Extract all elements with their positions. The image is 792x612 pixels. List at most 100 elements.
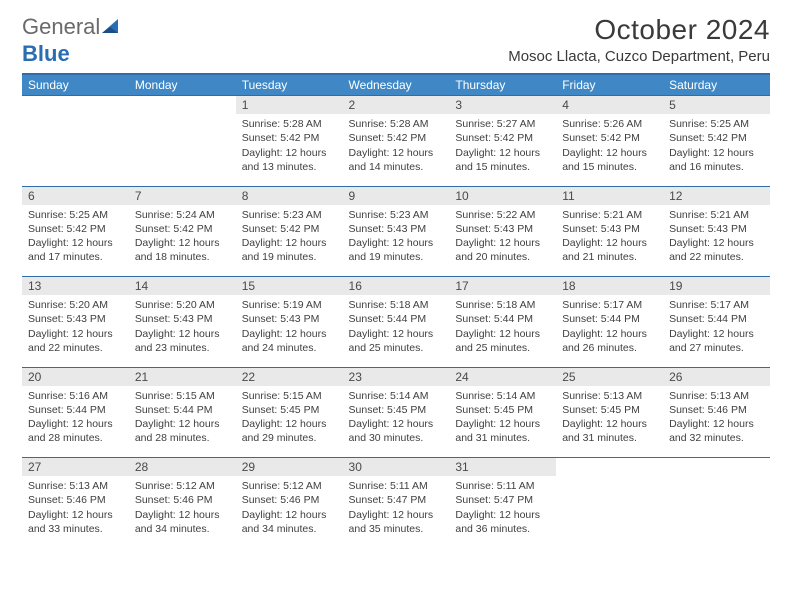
astro-info: Sunrise: 5:13 AMSunset: 5:45 PMDaylight:… <box>556 386 663 452</box>
day-content-cell: Sunrise: 5:11 AMSunset: 5:47 PMDaylight:… <box>343 476 450 548</box>
sunset-text: Sunset: 5:45 PM <box>455 403 550 417</box>
day-content-cell: Sunrise: 5:23 AMSunset: 5:43 PMDaylight:… <box>343 205 450 277</box>
day-number-cell: 11 <box>556 186 663 205</box>
day-number-cell <box>129 96 236 115</box>
day-content-cell: Sunrise: 5:19 AMSunset: 5:43 PMDaylight:… <box>236 295 343 367</box>
sunrise-text: Sunrise: 5:18 AM <box>349 298 444 312</box>
sunset-text: Sunset: 5:42 PM <box>455 131 550 145</box>
astro-info: Sunrise: 5:23 AMSunset: 5:42 PMDaylight:… <box>236 205 343 271</box>
day-number-cell: 26 <box>663 367 770 386</box>
day-number-cell: 27 <box>22 458 129 477</box>
daylight-text: Daylight: 12 hours and 36 minutes. <box>455 508 550 536</box>
sunrise-text: Sunrise: 5:26 AM <box>562 117 657 131</box>
sunrise-text: Sunrise: 5:16 AM <box>28 389 123 403</box>
sunrise-text: Sunrise: 5:17 AM <box>562 298 657 312</box>
sunrise-text: Sunrise: 5:11 AM <box>455 479 550 493</box>
sunset-text: Sunset: 5:42 PM <box>28 222 123 236</box>
astro-info: Sunrise: 5:11 AMSunset: 5:47 PMDaylight:… <box>449 476 556 542</box>
astro-info: Sunrise: 5:19 AMSunset: 5:43 PMDaylight:… <box>236 295 343 361</box>
astro-info: Sunrise: 5:20 AMSunset: 5:43 PMDaylight:… <box>22 295 129 361</box>
day-header: Friday <box>556 74 663 96</box>
astro-info: Sunrise: 5:14 AMSunset: 5:45 PMDaylight:… <box>343 386 450 452</box>
daylight-text: Daylight: 12 hours and 31 minutes. <box>562 417 657 445</box>
daylight-text: Daylight: 12 hours and 20 minutes. <box>455 236 550 264</box>
daylight-text: Daylight: 12 hours and 19 minutes. <box>242 236 337 264</box>
day-number-cell: 12 <box>663 186 770 205</box>
astro-info: Sunrise: 5:26 AMSunset: 5:42 PMDaylight:… <box>556 114 663 180</box>
astro-info: Sunrise: 5:12 AMSunset: 5:46 PMDaylight:… <box>129 476 236 542</box>
sunset-text: Sunset: 5:42 PM <box>242 222 337 236</box>
day-number-cell: 13 <box>22 277 129 296</box>
sunset-text: Sunset: 5:46 PM <box>669 403 764 417</box>
sunset-text: Sunset: 5:43 PM <box>455 222 550 236</box>
sunrise-text: Sunrise: 5:15 AM <box>242 389 337 403</box>
day-number-cell: 31 <box>449 458 556 477</box>
day-content-cell: Sunrise: 5:20 AMSunset: 5:43 PMDaylight:… <box>129 295 236 367</box>
sunrise-text: Sunrise: 5:20 AM <box>135 298 230 312</box>
sail-icon <box>102 15 122 41</box>
day-number-cell: 25 <box>556 367 663 386</box>
sunset-text: Sunset: 5:44 PM <box>349 312 444 326</box>
astro-info: Sunrise: 5:20 AMSunset: 5:43 PMDaylight:… <box>129 295 236 361</box>
sunrise-text: Sunrise: 5:27 AM <box>455 117 550 131</box>
day-number-cell: 14 <box>129 277 236 296</box>
logo-text-blue: Blue <box>22 41 70 66</box>
astro-info: Sunrise: 5:14 AMSunset: 5:45 PMDaylight:… <box>449 386 556 452</box>
day-number-cell: 2 <box>343 96 450 115</box>
day-number-cell: 9 <box>343 186 450 205</box>
daylight-text: Daylight: 12 hours and 30 minutes. <box>349 417 444 445</box>
day-content-cell: Sunrise: 5:21 AMSunset: 5:43 PMDaylight:… <box>556 205 663 277</box>
sunrise-text: Sunrise: 5:20 AM <box>28 298 123 312</box>
sunset-text: Sunset: 5:44 PM <box>28 403 123 417</box>
content-row: Sunrise: 5:20 AMSunset: 5:43 PMDaylight:… <box>22 295 770 367</box>
astro-info: Sunrise: 5:13 AMSunset: 5:46 PMDaylight:… <box>663 386 770 452</box>
day-number-cell: 16 <box>343 277 450 296</box>
astro-info: Sunrise: 5:28 AMSunset: 5:42 PMDaylight:… <box>236 114 343 180</box>
sunrise-text: Sunrise: 5:23 AM <box>349 208 444 222</box>
day-content-cell: Sunrise: 5:22 AMSunset: 5:43 PMDaylight:… <box>449 205 556 277</box>
daylight-text: Daylight: 12 hours and 19 minutes. <box>349 236 444 264</box>
day-number-cell: 1 <box>236 96 343 115</box>
page-header: General Blue October 2024 Mosoc Llacta, … <box>22 14 770 67</box>
day-content-cell: Sunrise: 5:15 AMSunset: 5:44 PMDaylight:… <box>129 386 236 458</box>
daylight-text: Daylight: 12 hours and 22 minutes. <box>669 236 764 264</box>
sunset-text: Sunset: 5:46 PM <box>242 493 337 507</box>
sunrise-text: Sunrise: 5:25 AM <box>669 117 764 131</box>
sunrise-text: Sunrise: 5:18 AM <box>455 298 550 312</box>
day-number-cell: 3 <box>449 96 556 115</box>
sunset-text: Sunset: 5:47 PM <box>349 493 444 507</box>
day-content-cell: Sunrise: 5:28 AMSunset: 5:42 PMDaylight:… <box>236 114 343 186</box>
daylight-text: Daylight: 12 hours and 28 minutes. <box>28 417 123 445</box>
sunset-text: Sunset: 5:44 PM <box>135 403 230 417</box>
content-row: Sunrise: 5:28 AM Sunset: 5:42 PM Daylight:… <box>22 114 770 186</box>
daylight-text: Daylight: 12 hours and 34 minutes. <box>242 508 337 536</box>
calendar-head: SundayMondayTuesdayWednesdayThursdayFrid… <box>22 74 770 96</box>
location-text: Mosoc Llacta, Cuzco Department, Peru <box>508 48 770 65</box>
day-content-cell: Sunrise: 5:13 AMSunset: 5:46 PMDaylight:… <box>663 386 770 458</box>
daylight-text: Daylight: 12 hours and 26 minutes. <box>562 327 657 355</box>
day-content-cell: Sunrise: 5:24 AMSunset: 5:42 PMDaylight:… <box>129 205 236 277</box>
day-content-cell: Sunrise: 5:17 AMSunset: 5:44 PMDaylight:… <box>663 295 770 367</box>
astro-info: Sunrise: 5:13 AMSunset: 5:46 PMDaylight:… <box>22 476 129 542</box>
sunset-text: Sunset: 5:43 PM <box>242 312 337 326</box>
daylight-text: Daylight: 12 hours and 22 minutes. <box>28 327 123 355</box>
daylight-text: Daylight: 12 hours and 32 minutes. <box>669 417 764 445</box>
logo-text-general: General <box>22 14 100 39</box>
sunset-text: Sunset: 5:44 PM <box>455 312 550 326</box>
sunrise-text: Sunrise: 5:13 AM <box>669 389 764 403</box>
daylight-text: Daylight: 12 hours and 15 minutes. <box>562 146 657 174</box>
astro-info: Sunrise: 5:12 AMSunset: 5:46 PMDaylight:… <box>236 476 343 542</box>
day-content-cell: Sunrise: 5:16 AMSunset: 5:44 PMDaylight:… <box>22 386 129 458</box>
daylight-text: Daylight: 12 hours and 24 minutes. <box>242 327 337 355</box>
daylight-text: Daylight: 12 hours and 14 minutes. <box>349 146 444 174</box>
astro-info: Sunrise: 5:25 AMSunset: 5:42 PMDaylight:… <box>22 205 129 271</box>
sunrise-text: Sunrise: 5:13 AM <box>28 479 123 493</box>
sunrise-text: Sunrise: 5:28 AM <box>242 117 337 131</box>
day-content-cell: Sunrise: 5:28 AMSunset: 5:42 PMDaylight:… <box>343 114 450 186</box>
day-content-cell: Sunrise: 5:23 AMSunset: 5:42 PMDaylight:… <box>236 205 343 277</box>
day-number-cell <box>663 458 770 477</box>
day-content-cell: Sunrise: 5:26 AMSunset: 5:42 PMDaylight:… <box>556 114 663 186</box>
daylight-text: Daylight: 12 hours and 28 minutes. <box>135 417 230 445</box>
day-header: Monday <box>129 74 236 96</box>
content-row: Sunrise: 5:16 AMSunset: 5:44 PMDaylight:… <box>22 386 770 458</box>
